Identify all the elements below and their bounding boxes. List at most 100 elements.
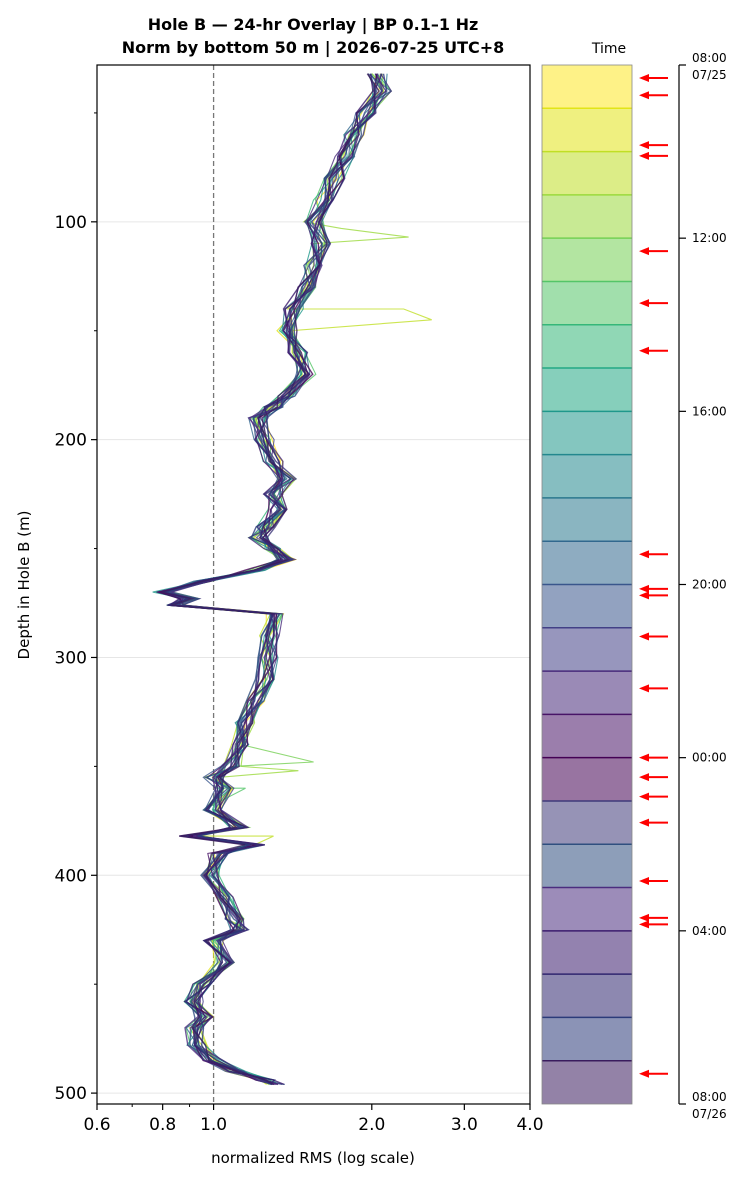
grid: [97, 221, 530, 1094]
time-axis-top-time: 08:00: [692, 51, 727, 65]
event-arrow-head: [639, 877, 649, 886]
event-arrow-head: [639, 632, 649, 641]
event-arrow: [639, 151, 668, 160]
event-arrow-head: [639, 792, 649, 801]
series-line-1100: [166, 73, 409, 1085]
colorbar-label: Time: [591, 41, 626, 57]
x-tick-label: 0.8: [149, 1115, 176, 1135]
series-line-2000: [166, 73, 392, 1085]
colorbar-band: [542, 368, 632, 412]
time-tick-label: 20:00: [692, 578, 727, 592]
colorbar: Time 08:00 07/25 08:00 07/26 12:00 16:00 2…: [541, 41, 727, 1121]
series-line-1600: [152, 73, 379, 1085]
plot-area: 0.6 0.8 1.0 2.0 3.0 4.0 100 200 300 400 500 norma…: [15, 64, 544, 1167]
chart-title-line2: Norm by bottom 50 m | 2026-07-25 UTC+8: [122, 38, 505, 58]
x-tick-label: 2.0: [358, 1115, 385, 1135]
series-line-1200: [163, 73, 392, 1085]
series-line-1300: [160, 73, 377, 1085]
event-arrow: [639, 877, 668, 886]
event-arrow-head: [639, 151, 649, 160]
event-arrow: [639, 1069, 668, 1078]
event-arrow: [639, 684, 668, 693]
series-line-1900: [161, 73, 384, 1085]
chart-title-line1: Hole B — 24-hr Overlay | BP 0.1–1 Hz: [148, 15, 479, 35]
series-line-0900: [164, 73, 382, 1085]
event-arrow: [639, 753, 668, 762]
colorbar-band: [542, 974, 632, 1018]
x-axis-label: normalized RMS (log scale): [211, 1149, 415, 1167]
event-arrow-head: [639, 684, 649, 693]
series-line-0400: [162, 73, 374, 1086]
colorbar-band: [542, 714, 632, 758]
colorbar-band: [542, 930, 632, 975]
event-arrow: [639, 818, 668, 827]
x-tick-label: 3.0: [451, 1115, 478, 1135]
series-line-2300: [164, 73, 387, 1085]
event-arrow-head: [639, 818, 649, 827]
event-arrow: [639, 346, 668, 355]
colorbar-band: [542, 844, 632, 888]
colorbar-band: [542, 1017, 632, 1061]
colorbar-band: [542, 151, 632, 195]
x-tick-label: 1.0: [200, 1115, 227, 1135]
plot-frame: [96, 64, 531, 1105]
event-markers: [639, 73, 668, 1078]
time-axis-top-date: 07/25: [692, 68, 727, 82]
event-arrow-head: [639, 247, 649, 256]
colorbar-band: [542, 454, 632, 498]
event-arrow: [639, 91, 668, 100]
series-line-1800: [167, 73, 388, 1085]
colorbar-band: [542, 194, 632, 239]
event-arrow-head: [639, 920, 649, 929]
y-tick-label: 500: [55, 1084, 87, 1104]
y-axis-ticks: 100 200 300 400 500: [55, 112, 97, 1104]
y-tick-label: 100: [55, 213, 87, 233]
series-line-1000: [160, 73, 432, 1085]
y-tick-label: 400: [55, 866, 87, 886]
series-line-0300: [169, 73, 383, 1086]
event-arrow-head: [639, 591, 649, 600]
series-line-1400: [156, 73, 393, 1085]
x-tick-label: 4.0: [516, 1115, 543, 1135]
colorbar-band: [542, 281, 632, 325]
colorbar-bands: [542, 65, 632, 1104]
event-arrow-head: [639, 141, 649, 150]
series-line-0500: [161, 73, 383, 1085]
event-arrow: [639, 247, 668, 256]
event-arrow-head: [639, 1069, 649, 1078]
colorbar-band: [542, 671, 632, 715]
series-line-2200: [157, 73, 393, 1085]
colorbar-band: [542, 1060, 632, 1104]
event-arrow: [639, 584, 668, 593]
event-arrow-head: [639, 753, 649, 762]
event-arrow: [639, 913, 668, 922]
colorbar-band: [542, 627, 632, 672]
event-arrow: [639, 792, 668, 801]
series-line-0200: [169, 73, 383, 1086]
event-arrow: [639, 141, 668, 150]
x-axis-ticks: 0.6 0.8 1.0 2.0 3.0 4.0: [83, 1104, 544, 1135]
series-line-0600: [163, 73, 388, 1086]
event-arrow-head: [639, 299, 649, 308]
event-arrow: [639, 920, 668, 929]
event-arrow-head: [639, 584, 649, 593]
event-arrow-head: [639, 550, 649, 559]
colorbar-band: [542, 238, 632, 282]
colorbar-band: [542, 887, 632, 931]
event-arrow-head: [639, 73, 649, 82]
time-tick-label: 16:00: [692, 404, 727, 418]
colorbar-band: [542, 65, 632, 109]
colorbar-band: [542, 541, 632, 585]
event-arrow-head: [639, 913, 649, 922]
colorbar-band: [542, 324, 632, 369]
series-line-0100: [163, 73, 377, 1086]
series-line-0700: [161, 73, 381, 1086]
series-line-0000: [156, 73, 378, 1086]
time-axis-bottom-date: 07/26: [692, 1107, 727, 1121]
series-layer: [152, 73, 432, 1086]
time-tick-label: 04:00: [692, 924, 727, 938]
event-arrow: [639, 632, 668, 641]
event-arrow: [639, 73, 668, 82]
series-line-1700: [167, 73, 377, 1085]
